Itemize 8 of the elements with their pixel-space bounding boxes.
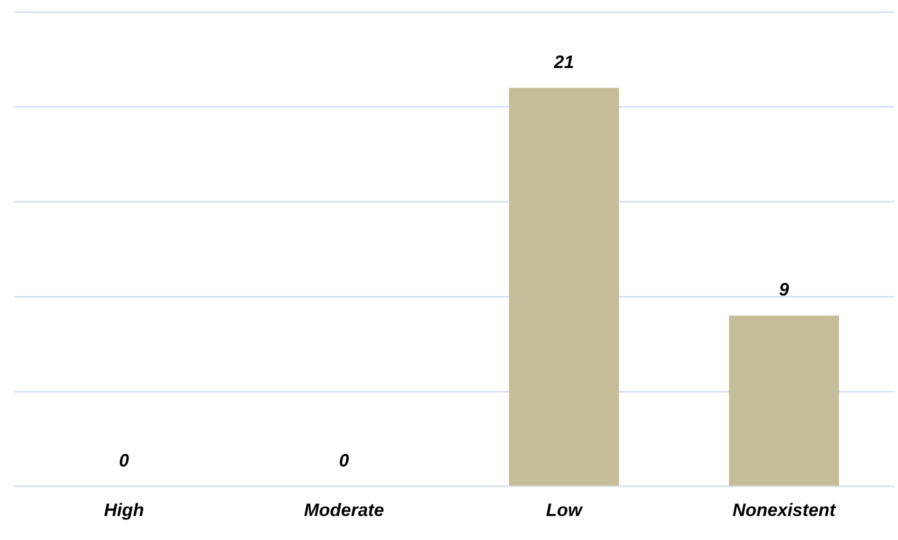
x-tick-label: Nonexistent [732, 500, 837, 520]
x-tick-label: Moderate [304, 500, 384, 520]
x-tick-label: High [104, 500, 144, 520]
data-label: 0 [118, 450, 130, 470]
data-label: 21 [552, 52, 574, 72]
data-label: 9 [778, 280, 790, 300]
x-tick-label: Low [546, 500, 583, 520]
data-label: 0 [338, 450, 350, 470]
